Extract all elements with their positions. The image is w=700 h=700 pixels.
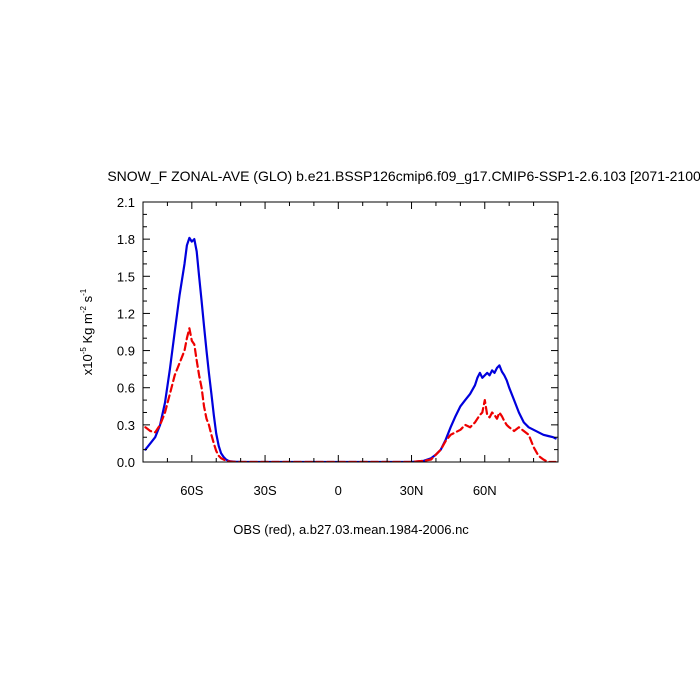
y-axis-label: x10-5 Kg m-2 s-1 (79, 288, 95, 375)
plot-area (142, 201, 559, 463)
x-tick-label: 60S (180, 483, 203, 498)
x-tick-label: 0 (335, 483, 342, 498)
x-axis-label: OBS (red), a.b27.03.mean.1984-2006.nc (233, 522, 469, 537)
y-tick-label: 0.3 (117, 418, 135, 433)
x-tick-label: 60N (473, 483, 497, 498)
series-line-2 (144, 327, 557, 462)
y-axis-label-exponent-2: -2 (79, 305, 88, 313)
y-axis-label-units-a: Kg m (80, 313, 95, 347)
x-axis-ticks: 60S 30S 0 30N 60N (166, 202, 535, 498)
series-line-1 (144, 236, 557, 462)
y-tick-label: 0.0 (117, 455, 135, 470)
x-tick-label: 30S (253, 483, 276, 498)
y-tick-label: 1.8 (117, 232, 135, 247)
plot-frame (142, 201, 559, 463)
y-axis-label-prefix: x10 (80, 354, 95, 375)
y-tick-label: 2.1 (117, 195, 135, 210)
series-layer (144, 236, 557, 462)
y-tick-label: 0.9 (117, 344, 135, 359)
y-axis-label-exponent-3: -1 (79, 288, 88, 296)
y-axis-label-units-b: s (80, 295, 95, 306)
x-tick-label: 30N (400, 483, 424, 498)
chart-title: SNOW_F ZONAL-AVE (GLO) b.e21.BSSP126cmip… (107, 168, 700, 184)
y-tick-label: 1.5 (117, 269, 135, 284)
y-axis-ticks: 0.0 0.3 0.6 0.9 1.2 1.5 1.8 2.1 (117, 195, 558, 470)
y-tick-label: 0.6 (117, 381, 135, 396)
y-tick-label: 1.2 (117, 306, 135, 321)
y-axis-label-exponent: -5 (79, 347, 88, 355)
